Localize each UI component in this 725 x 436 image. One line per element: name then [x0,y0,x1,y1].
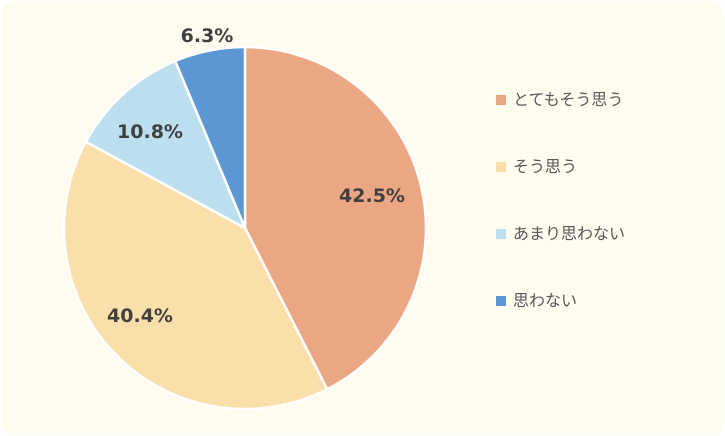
legend-swatch [496,296,506,306]
pie-slices [62,45,428,411]
legend-label: とてもそう思う [513,90,624,109]
data-label-1: 42.5% [339,185,405,207]
pie-slice-4 [173,45,247,230]
pie-slice-2 [62,140,329,411]
legend-swatch [496,229,506,239]
legend-item-3: あまり思わない [496,222,625,246]
legend-item-1: とてもそう思う [496,88,623,112]
legend-swatch [496,162,506,172]
pie-slice-1 [243,45,428,391]
data-label-3: 10.8% [117,121,183,143]
legend-label: そう思う [513,157,578,176]
data-label-2: 40.4% [107,305,173,327]
legend-label: あまり思わない [513,224,626,243]
legend-label: 思わない [513,291,578,310]
legend-item-4: 思わない [496,289,577,313]
data-label-4: 6.3% [181,25,234,47]
legend-item-2: そう思う [496,155,577,179]
pie-data-labels: 42.5% 40.4% 10.8% 6.3% [107,25,405,327]
legend-swatch [496,95,506,105]
pie-slice-3 [84,59,247,230]
